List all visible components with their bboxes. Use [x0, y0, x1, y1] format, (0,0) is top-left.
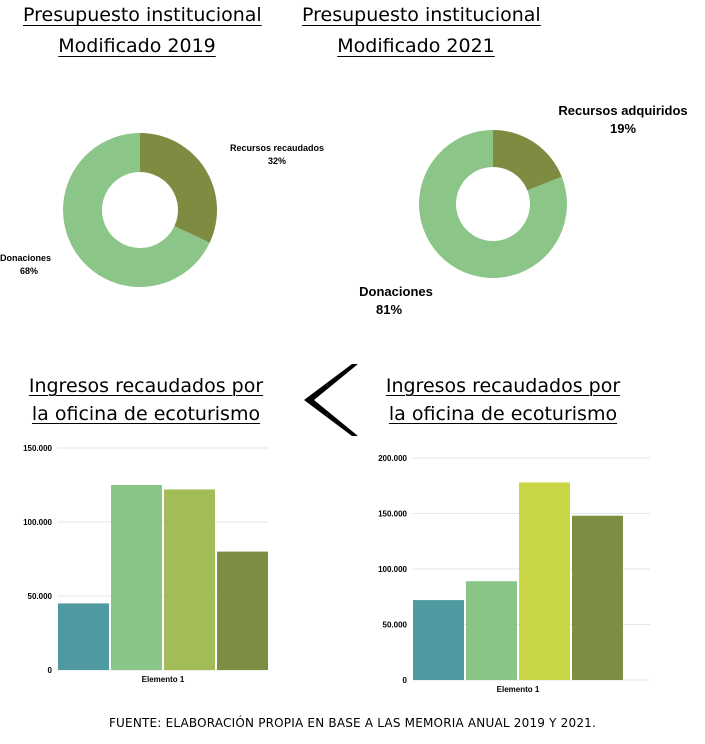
bar-chart-left-bar-4 [217, 551, 268, 670]
bar-title-left: Ingresos recaudados por la oficina de ec… [15, 372, 277, 428]
donut-2021-slice-recursos-adquiridos [493, 130, 562, 191]
pie-title-2021-line-2: Modificado 2021 [337, 35, 495, 57]
bar-chart-right-ytick-label: 50.000 [383, 621, 408, 630]
bar-title-right: Ingresos recaudados por la oficina de ec… [372, 372, 634, 428]
pie-title-2019-line-2: Modificado 2019 [58, 35, 216, 57]
donut-2019-slice-recursos-recaudados [140, 133, 217, 243]
bar-chart-left-ytick-label: 0 [48, 666, 53, 675]
source-footer: FUENTE: ELABORACIÓN PROPIA EN BASE A LAS… [108, 716, 597, 730]
bar-chart-left-marks: 0 50.000 100.000 150.000 Elemento 1 [23, 444, 268, 684]
label-recursos-recaudados-value: 32% [267, 156, 286, 166]
bar-title-right-line-1: Ingresos recaudados por [385, 375, 621, 397]
donut-chart-2019 [63, 133, 217, 287]
bar-title-left-line-1: Ingresos recaudados por [28, 375, 264, 397]
label-recursos-adquiridos-value: 19% [609, 121, 637, 136]
label-donaciones-2019-name: Donaciones [0, 253, 52, 263]
bar-chart-right-marks: 0 50.000 100.000 150.000 200.000 Elemento 1 [378, 454, 650, 694]
bar-chart-left-xlabel: Elemento 1 [142, 675, 185, 684]
bar-chart-right-xlabel: Elemento 1 [497, 685, 540, 694]
donut-2021-slice-donaciones [419, 130, 567, 278]
bar-chart-left-ytick-label: 50.000 [28, 592, 53, 601]
label-recursos-recaudados-name: Recursos recaudados [229, 143, 325, 153]
label-recursos-recaudados: Recursos recaudados 32% [215, 142, 339, 168]
label-donaciones-2019-value: 68% [20, 266, 39, 276]
pie-title-2019-line-1: Presupuesto institucional [23, 4, 262, 26]
pie-title-2019: Presupuesto institucional Modificado 201… [23, 0, 262, 62]
bar-chart-right: 0 50.000 100.000 150.000 200.000 Elemento 1 [378, 454, 650, 694]
donut-2019-slices [63, 133, 217, 287]
bar-title-right-line-2: la oficina de ecoturismo [388, 403, 618, 425]
pie-title-2021-line-1: Presupuesto institucional [302, 4, 541, 26]
bar-chart-left-bar-3 [164, 489, 215, 670]
bar-title-left-line-2: la oficina de ecoturismo [31, 403, 261, 425]
bar-chart-right-bar-4 [572, 515, 623, 680]
label-donaciones-2021-name: Donaciones [359, 284, 433, 299]
bar-chart-right-ytick-label: 100.000 [378, 565, 407, 574]
pie-title-2021: Presupuesto institucional Modificado 202… [302, 0, 541, 62]
donut-2021-slices [419, 130, 567, 278]
bar-chart-left-bar-1 [58, 603, 109, 670]
bar-chart-right-ytick-label: 150.000 [378, 510, 407, 519]
bar-chart-right-bar-2 [466, 581, 517, 680]
bar-chart-right-ytick-label: 0 [403, 676, 408, 685]
bar-chart-right-bar-1 [413, 600, 464, 680]
bar-chart-left: 0 50.000 100.000 150.000 Elemento 1 [23, 444, 268, 684]
chevron-left-icon [304, 364, 358, 436]
label-recursos-adquiridos-name: Recursos adquiridos [558, 103, 688, 118]
bar-chart-left-ytick-label: 150.000 [23, 444, 52, 453]
label-donaciones-2021: Donaciones 81% [348, 283, 444, 319]
donut-2019-slice-donaciones [63, 133, 210, 287]
bar-chart-right-bar-3 [519, 482, 570, 680]
bar-chart-left-ytick-label: 100.000 [23, 518, 52, 527]
label-donaciones-2019: Donaciones 68% [0, 252, 60, 278]
bar-chart-left-bar-2 [111, 485, 162, 670]
label-donaciones-2021-value: 81% [375, 302, 403, 317]
label-recursos-adquiridos: Recursos adquiridos 19% [545, 102, 701, 138]
donut-chart-2021 [419, 130, 567, 278]
bar-chart-right-ytick-label: 200.000 [378, 454, 407, 463]
